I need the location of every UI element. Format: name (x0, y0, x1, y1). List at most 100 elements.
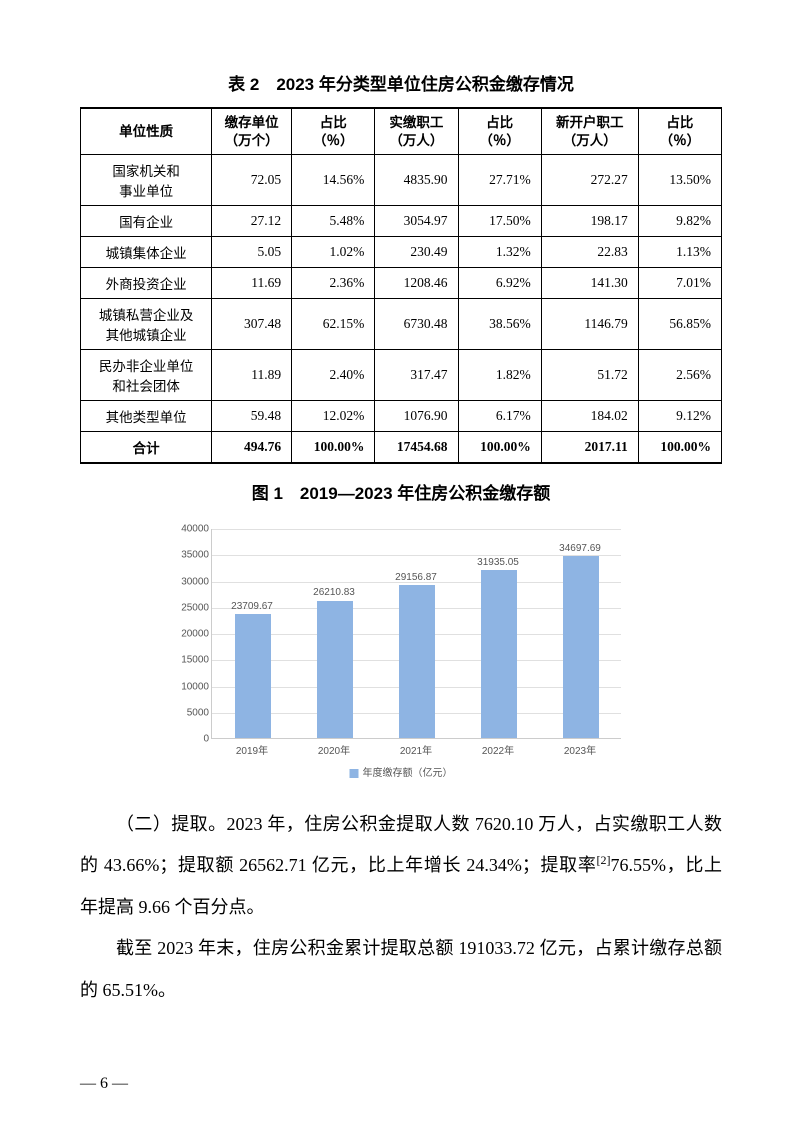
table-cell: 4835.90 (375, 155, 458, 206)
table-cell: 307.48 (212, 299, 292, 350)
table-cell: 9.82% (638, 206, 721, 237)
y-tick: 35000 (171, 550, 209, 561)
table-total-row: 合计494.76100.00%17454.68100.00%2017.11100… (81, 432, 722, 464)
table-cell: 198.17 (541, 206, 638, 237)
table-cell: 国有企业 (81, 206, 212, 237)
table-cell: 1076.90 (375, 401, 458, 432)
bar-value-label: 26210.83 (313, 587, 355, 598)
x-tick: 2023年 (564, 742, 596, 757)
table-cell: 11.69 (212, 268, 292, 299)
table-cell: 城镇私营企业及其他城镇企业 (81, 299, 212, 350)
table-cell: 27.12 (212, 206, 292, 237)
legend-label: 年度缴存额（亿元） (363, 768, 453, 779)
table-cell: 141.30 (541, 268, 638, 299)
table-cell: 国家机关和事业单位 (81, 155, 212, 206)
table-row: 其他类型单位59.4812.02%1076.906.17%184.029.12% (81, 401, 722, 432)
table-cell: 12.02% (292, 401, 375, 432)
table-cell: 1146.79 (541, 299, 638, 350)
table-header: 新开户职工（万人） (541, 108, 638, 155)
x-tick: 2022年 (482, 742, 514, 757)
deposit-table: 单位性质缴存单位（万个）占比（％）实缴职工（万人）占比（％）新开户职工（万人）占… (80, 107, 722, 464)
y-tick: 10000 (171, 681, 209, 692)
table-cell: 100.00% (638, 432, 721, 464)
bar-chart: 0500010000150002000025000300003500040000… (161, 519, 641, 789)
table-header: 占比（％） (292, 108, 375, 155)
footnote-ref: [2] (597, 853, 611, 867)
table-cell: 51.72 (541, 350, 638, 401)
y-tick: 0 (171, 734, 209, 745)
table-cell: 17454.68 (375, 432, 458, 464)
bar-value-label: 31935.05 (477, 557, 519, 568)
x-tick: 2020年 (318, 742, 350, 757)
x-tick: 2021年 (400, 742, 432, 757)
table-cell: 3054.97 (375, 206, 458, 237)
bar (235, 614, 272, 738)
table-cell: 1.82% (458, 350, 541, 401)
table-row: 国家机关和事业单位72.0514.56%4835.9027.71%272.271… (81, 155, 722, 206)
table-cell: 2.36% (292, 268, 375, 299)
bar (317, 601, 354, 739)
table-cell: 9.12% (638, 401, 721, 432)
table-cell: 1.02% (292, 237, 375, 268)
chart-title: 图 1 2019—2023 年住房公积金缴存额 (80, 479, 722, 504)
table-header: 缴存单位（万个） (212, 108, 292, 155)
table-cell: 民办非企业单位和社会团体 (81, 350, 212, 401)
y-tick: 30000 (171, 576, 209, 587)
table-row: 民办非企业单位和社会团体11.892.40%317.471.82%51.722.… (81, 350, 722, 401)
table-cell: 2017.11 (541, 432, 638, 464)
page-number: — 6 — (80, 1075, 128, 1093)
table-cell: 5.48% (292, 206, 375, 237)
x-tick: 2019年 (236, 742, 268, 757)
table-cell: 317.47 (375, 350, 458, 401)
table-cell: 合计 (81, 432, 212, 464)
table-cell: 6.17% (458, 401, 541, 432)
table-cell: 7.01% (638, 268, 721, 299)
table-cell: 1.32% (458, 237, 541, 268)
table-cell: 100.00% (458, 432, 541, 464)
table-cell: 22.83 (541, 237, 638, 268)
bar (481, 570, 518, 738)
table-row: 城镇私营企业及其他城镇企业307.4862.15%6730.4838.56%11… (81, 299, 722, 350)
paragraph-1: （二）提取。2023 年，住房公积金提取人数 7620.10 万人，占实缴职工人… (80, 804, 722, 928)
table-cell: 2.56% (638, 350, 721, 401)
bar-value-label: 34697.69 (559, 543, 601, 554)
table-header: 实缴职工（万人） (375, 108, 458, 155)
gridline (212, 555, 621, 556)
bar-value-label: 23709.67 (231, 601, 273, 612)
table-cell: 2.40% (292, 350, 375, 401)
y-tick: 5000 (171, 707, 209, 718)
table-cell: 100.00% (292, 432, 375, 464)
table-cell: 城镇集体企业 (81, 237, 212, 268)
bar (563, 556, 600, 738)
table-row: 外商投资企业11.692.36%1208.466.92%141.307.01% (81, 268, 722, 299)
table-cell: 56.85% (638, 299, 721, 350)
bar (399, 585, 436, 738)
y-tick: 15000 (171, 655, 209, 666)
table-cell: 6.92% (458, 268, 541, 299)
table-row: 国有企业27.125.48%3054.9717.50%198.179.82% (81, 206, 722, 237)
table-cell: 272.27 (541, 155, 638, 206)
legend-swatch (350, 769, 359, 778)
table-cell: 1208.46 (375, 268, 458, 299)
table-cell: 17.50% (458, 206, 541, 237)
table-cell: 其他类型单位 (81, 401, 212, 432)
table-cell: 230.49 (375, 237, 458, 268)
table-cell: 外商投资企业 (81, 268, 212, 299)
table-cell: 6730.48 (375, 299, 458, 350)
table-cell: 38.56% (458, 299, 541, 350)
table-header: 占比（％） (458, 108, 541, 155)
table-header: 占比（％） (638, 108, 721, 155)
table-cell: 14.56% (292, 155, 375, 206)
table-cell: 184.02 (541, 401, 638, 432)
y-tick: 20000 (171, 629, 209, 640)
table-cell: 27.71% (458, 155, 541, 206)
table-cell: 1.13% (638, 237, 721, 268)
table-title: 表 2 2023 年分类型单位住房公积金缴存情况 (80, 70, 722, 95)
table-cell: 62.15% (292, 299, 375, 350)
table-cell: 13.50% (638, 155, 721, 206)
table-cell: 59.48 (212, 401, 292, 432)
table-cell: 11.89 (212, 350, 292, 401)
table-header: 单位性质 (81, 108, 212, 155)
table-cell: 494.76 (212, 432, 292, 464)
table-cell: 5.05 (212, 237, 292, 268)
